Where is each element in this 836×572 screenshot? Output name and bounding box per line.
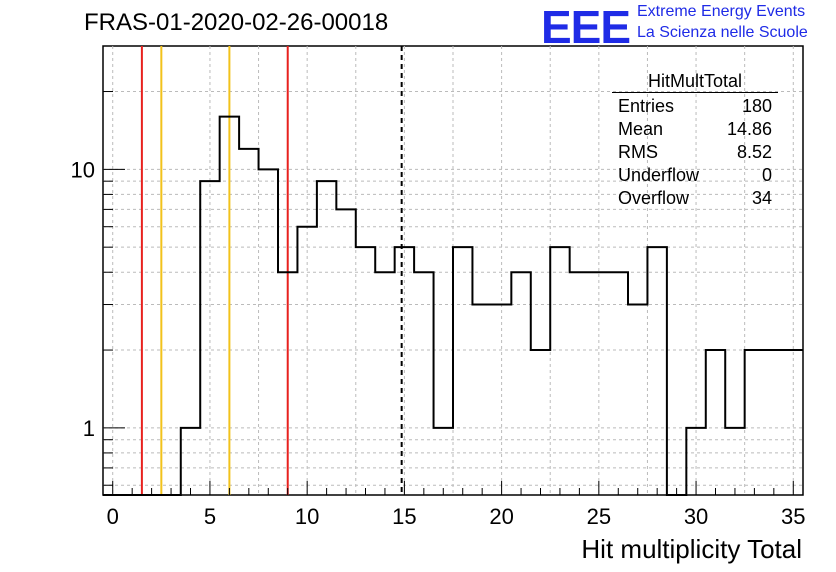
x-tick-label: 0 — [107, 504, 119, 529]
x-tick-label: 20 — [489, 504, 513, 529]
x-tick-label: 25 — [587, 504, 611, 529]
stats-separator — [612, 92, 778, 93]
stats-value: 8.52 — [736, 142, 772, 162]
histogram-bin — [297, 227, 316, 495]
histogram-bin — [453, 247, 472, 495]
logo-line-2: La Scienza nelle Scuole — [637, 24, 808, 41]
axis-ticks: 0 5 10 15 20 25 30 35 1 10 — [71, 91, 806, 529]
stats-row: Underflow 0 — [612, 164, 778, 187]
stats-value: 34 — [751, 188, 772, 208]
histogram-bin — [531, 350, 550, 495]
histogram-bin — [706, 350, 725, 495]
y-tick-label: 1 — [83, 416, 95, 441]
y-tick-label: 10 — [71, 157, 95, 182]
stats-value: 180 — [741, 96, 772, 116]
stats-title: HitMultTotal — [647, 71, 743, 91]
marker-lines — [140, 46, 403, 495]
histogram-bin — [745, 350, 764, 495]
stats-value: 14.86 — [726, 119, 772, 139]
page-title: FRAS-01-2020-02-26-00018 — [84, 9, 389, 36]
histogram-bin — [764, 350, 783, 495]
histogram-bin — [220, 117, 239, 495]
histogram-bin — [628, 305, 647, 495]
x-tick-label: 5 — [204, 504, 216, 529]
histogram-bin — [725, 428, 744, 495]
histogram-bin — [434, 428, 453, 495]
histogram-bin — [375, 272, 394, 495]
x-tick-label: 35 — [781, 504, 805, 529]
stats-box: HitMultTotal Entries 180 Mean 14.86 RMS 8.52 U… — [612, 70, 778, 210]
stats-row: Entries 180 — [612, 95, 778, 118]
stats-value: 0 — [761, 165, 772, 185]
histogram-bin — [317, 181, 336, 495]
stats-row: Mean 14.86 — [612, 118, 778, 141]
histogram-bin — [239, 149, 258, 495]
histogram-bin — [414, 272, 433, 495]
histogram-bin — [259, 169, 278, 495]
histogram-bin — [647, 247, 666, 495]
histogram-bin — [356, 247, 375, 495]
histogram-bin — [336, 209, 355, 495]
histogram-bin — [278, 272, 297, 495]
stats-label: Overflow — [618, 188, 690, 208]
histogram-bin — [395, 247, 414, 495]
histogram-bin — [589, 272, 608, 495]
x-tick-label: 30 — [684, 504, 708, 529]
histogram-bin — [570, 272, 589, 495]
stats-label: Entries — [618, 96, 675, 116]
histogram-bin — [609, 272, 628, 495]
histogram-bin — [784, 350, 803, 495]
histogram-bin — [492, 305, 511, 495]
x-tick-label: 15 — [392, 504, 416, 529]
stats-label: RMS — [618, 142, 658, 162]
x-axis-label: Hit multiplicity Total — [581, 534, 802, 564]
logo-line-1: Extreme Energy Events — [637, 3, 806, 20]
stats-rows: Entries 180 Mean 14.86 RMS 8.52 Underflow 0 Over… — [612, 95, 778, 210]
eee-logo: EEE — [541, 1, 631, 53]
stats-label: Mean — [618, 119, 664, 139]
histogram-bin — [550, 247, 569, 495]
stats-row: Overflow 34 — [612, 187, 778, 210]
x-tick-label: 10 — [295, 504, 319, 529]
histogram-bin — [181, 428, 200, 495]
histogram-bin — [511, 272, 530, 495]
stats-row: RMS 8.52 — [612, 141, 778, 164]
stats-label: Underflow — [618, 165, 700, 185]
histogram-bin — [472, 305, 491, 495]
histogram-bin — [200, 181, 219, 495]
